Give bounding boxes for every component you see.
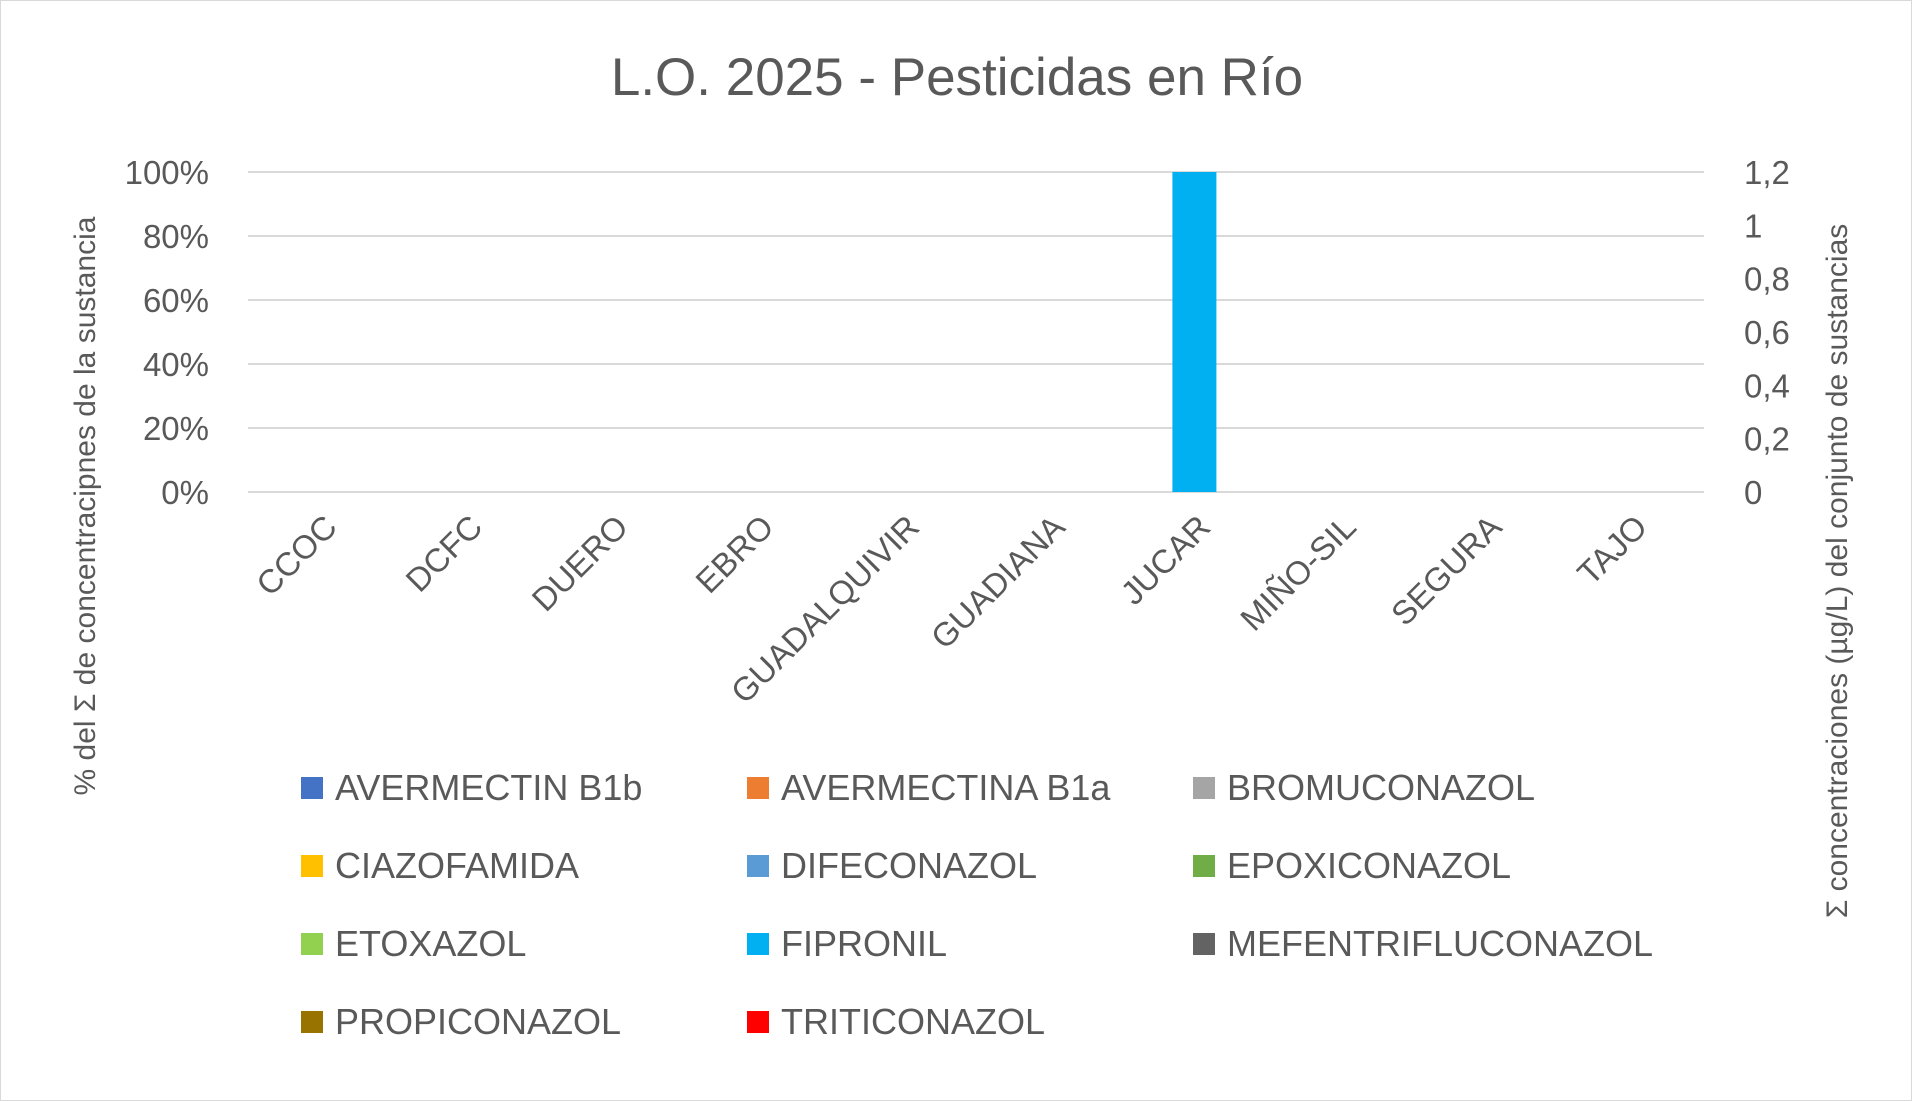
legend-item: AVERMECTINA B1a bbox=[747, 767, 1111, 808]
legend-swatch bbox=[1193, 855, 1215, 877]
legend-swatch bbox=[301, 1011, 323, 1033]
right-axis-title: Σ concentraciones (µg/L) del conjunto de… bbox=[1821, 224, 1854, 919]
left-axis-title: % del Σ de concentracipnes de la sustanc… bbox=[69, 216, 102, 795]
legend-item: AVERMECTIN B1b bbox=[301, 767, 643, 808]
legend-swatch bbox=[301, 777, 323, 799]
category-label: JUCAR bbox=[1113, 508, 1217, 612]
legend-item: FIPRONIL bbox=[747, 923, 948, 964]
legend-label: FIPRONIL bbox=[781, 923, 948, 964]
right-tick-label: 1 bbox=[1744, 207, 1762, 244]
legend-item: CIAZOFAMIDA bbox=[301, 845, 580, 886]
right-tick-label: 0,2 bbox=[1744, 421, 1790, 458]
legend-swatch bbox=[747, 933, 769, 955]
legend-swatch bbox=[301, 855, 323, 877]
legend-label: TRITICONAZOL bbox=[781, 1001, 1046, 1042]
legend-label: ETOXAZOL bbox=[335, 923, 527, 964]
legend-item: TRITICONAZOL bbox=[747, 1001, 1046, 1042]
legend-item: BROMUCONAZOL bbox=[1193, 767, 1536, 808]
left-tick-label: 60% bbox=[143, 282, 209, 319]
legend-label: PROPICONAZOL bbox=[335, 1001, 622, 1042]
legend-swatch bbox=[747, 777, 769, 799]
legend-item: ETOXAZOL bbox=[301, 923, 527, 964]
legend-label: CIAZOFAMIDA bbox=[335, 845, 580, 886]
right-tick-label: 0,6 bbox=[1744, 314, 1790, 351]
left-tick-label: 80% bbox=[143, 218, 209, 255]
category-label: GUADIANA bbox=[924, 508, 1072, 656]
legend-label: MEFENTRIFLUCONAZOL bbox=[1227, 923, 1654, 964]
left-tick-label: 0% bbox=[161, 474, 209, 511]
legend-swatch bbox=[301, 933, 323, 955]
legend-swatch bbox=[1193, 933, 1215, 955]
legend-item: PROPICONAZOL bbox=[301, 1001, 622, 1042]
right-tick-label: 0 bbox=[1744, 474, 1762, 511]
legend-label: EPOXICONAZOL bbox=[1227, 845, 1512, 886]
legend-item: EPOXICONAZOL bbox=[1193, 845, 1512, 886]
left-tick-label: 20% bbox=[143, 410, 209, 447]
bars bbox=[1172, 172, 1217, 492]
legend-item: MEFENTRIFLUCONAZOL bbox=[1193, 923, 1654, 964]
right-axis-ticks: 0 0,2 0,4 0,6 0,8 1 1,2 bbox=[1744, 154, 1790, 511]
category-label: SEGURA bbox=[1384, 508, 1509, 633]
chart-title: L.O. 2025 - Pesticidas en Río bbox=[611, 48, 1303, 107]
category-label: CCOC bbox=[249, 508, 344, 603]
left-tick-label: 100% bbox=[125, 154, 209, 191]
bar-fipronil-jucar bbox=[1172, 172, 1217, 492]
category-label: MIÑO-SIL bbox=[1233, 508, 1363, 638]
category-label: DCFC bbox=[398, 508, 489, 599]
category-label: EBRO bbox=[688, 508, 780, 600]
right-tick-label: 0,4 bbox=[1744, 367, 1790, 404]
right-tick-label: 1,2 bbox=[1744, 154, 1790, 191]
legend-label: DIFECONAZOL bbox=[781, 845, 1038, 886]
legend-label: AVERMECTIN B1b bbox=[335, 767, 643, 808]
legend-swatch bbox=[747, 855, 769, 877]
legend-label: AVERMECTINA B1a bbox=[781, 767, 1111, 808]
legend-item: DIFECONAZOL bbox=[747, 845, 1038, 886]
gridlines bbox=[248, 171, 1704, 493]
category-label: TAJO bbox=[1570, 508, 1654, 592]
legend-label: BROMUCONAZOL bbox=[1227, 767, 1536, 808]
legend-swatch bbox=[1193, 777, 1215, 799]
category-label: DUERO bbox=[525, 508, 635, 618]
right-tick-label: 0,8 bbox=[1744, 261, 1790, 298]
legend-swatch bbox=[747, 1011, 769, 1033]
left-tick-label: 40% bbox=[143, 346, 209, 383]
left-axis-ticks: 0% 20% 40% 60% 80% 100% bbox=[125, 154, 209, 511]
